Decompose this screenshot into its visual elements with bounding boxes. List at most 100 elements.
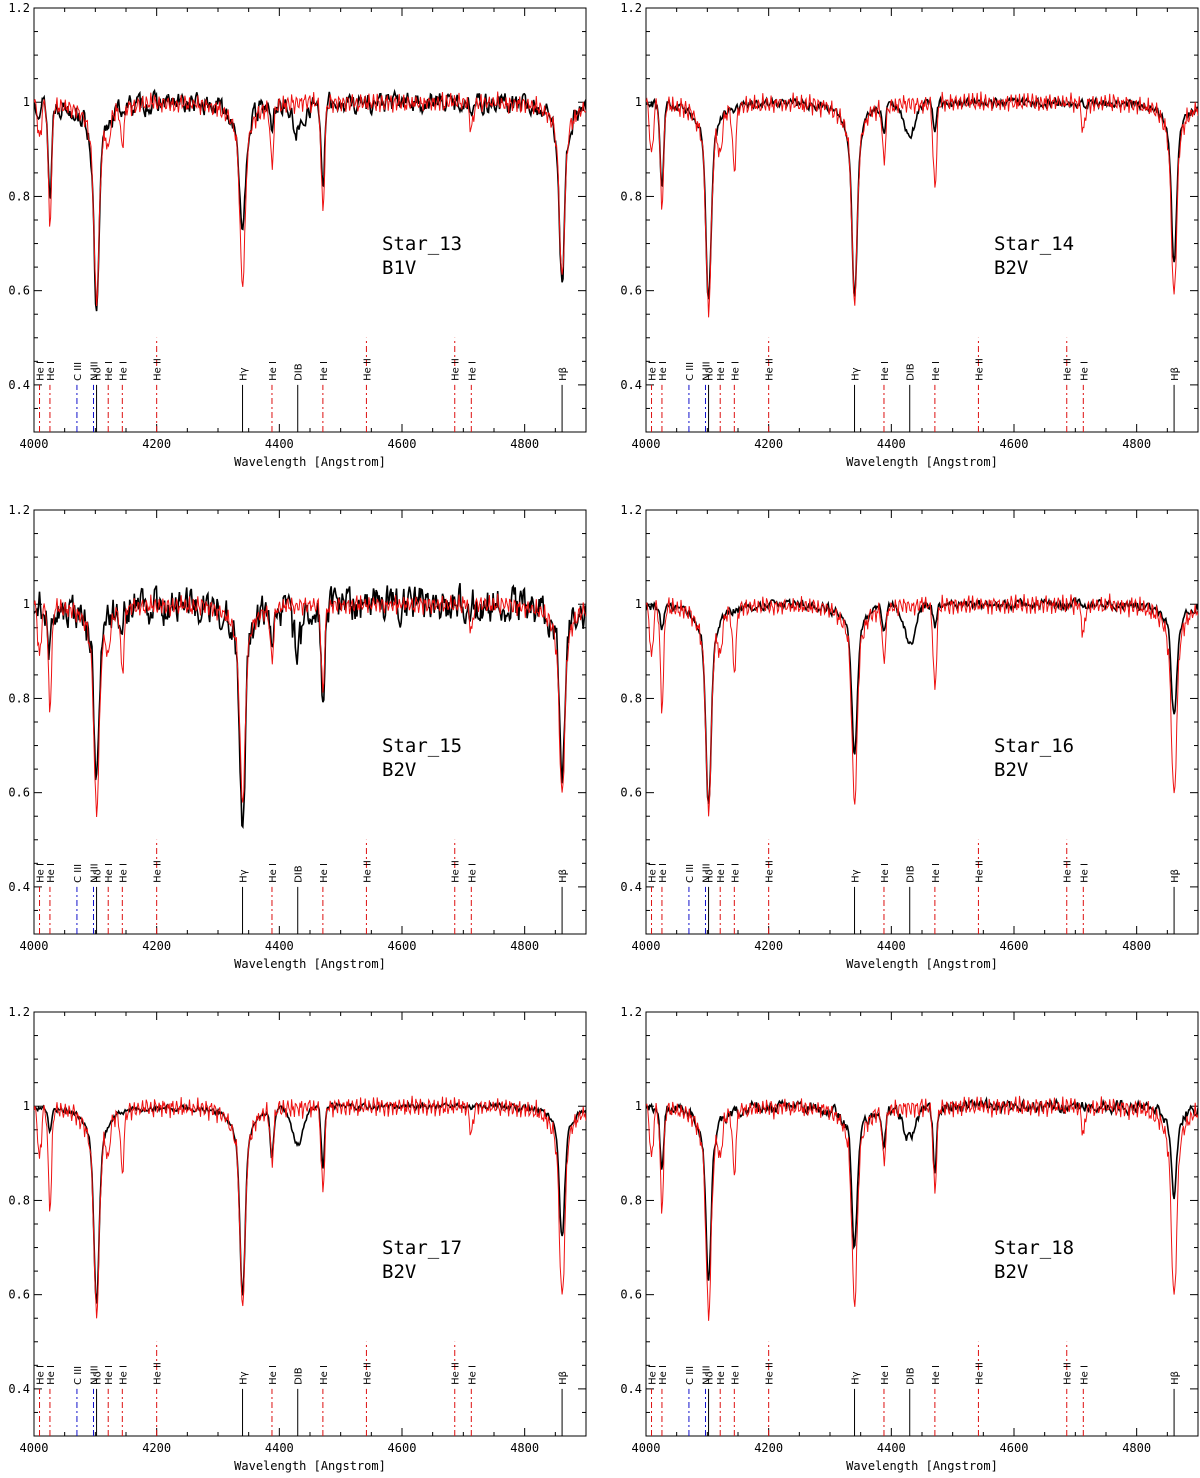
line-label: Hδ	[93, 869, 104, 883]
line-label: N III	[89, 361, 100, 381]
x-tick-label: 4200	[754, 939, 783, 953]
y-tick-label: 0.6	[8, 786, 30, 800]
y-tick-label: 1.2	[620, 1, 642, 15]
line-label: He I	[1079, 1365, 1090, 1385]
line-label: He I	[730, 1365, 741, 1385]
x-tick-label: 4000	[632, 437, 661, 451]
y-tick-label: 0.6	[8, 284, 30, 298]
x-tick-label: 4800	[510, 437, 539, 451]
plot-frame	[645, 1011, 1199, 1437]
line-label: Hβ	[558, 869, 569, 883]
line-label: C III	[73, 864, 84, 883]
y-tick-label: 1.2	[620, 503, 642, 517]
line-label: He I	[730, 863, 741, 883]
star-name: Star_17	[382, 1237, 462, 1259]
line-label: He I	[36, 1365, 47, 1385]
line-label: He II	[765, 358, 776, 381]
line-label: N III	[701, 1365, 712, 1385]
line-label: He I	[104, 863, 115, 883]
line-label: Hδ	[705, 869, 716, 883]
model-spectrum	[34, 1095, 586, 1319]
model-spectrum	[646, 593, 1198, 817]
line-label: Hδ	[93, 367, 104, 381]
x-tick-label: 4400	[265, 939, 294, 953]
spectrum-panel: 4000 4200 4400 4600 4800 0.4 0.6 0.8 1 1.2 Wavelen…	[620, 1005, 1199, 1473]
observed-spectrum	[34, 88, 586, 312]
spectral-type: B2V	[382, 759, 416, 781]
line-label: He I	[730, 361, 741, 381]
x-tick-label: 4600	[388, 1441, 417, 1455]
x-axis-label: Wavelength [Angstrom]	[234, 1459, 386, 1473]
line-label: He II	[974, 358, 985, 381]
line-label: Hγ	[239, 367, 250, 381]
line-label: He II	[451, 860, 462, 883]
line-label: DIB	[906, 363, 917, 381]
line-label: He I	[716, 361, 727, 381]
line-label: He I	[716, 1365, 727, 1385]
x-tick-label: 4800	[510, 1441, 539, 1455]
line-label: N III	[89, 1365, 100, 1385]
line-label: Hγ	[851, 367, 862, 381]
line-label: Hγ	[239, 869, 250, 883]
line-label: He I	[118, 361, 129, 381]
spectral-type: B2V	[994, 759, 1028, 781]
y-tick-label: 1.2	[620, 1005, 642, 1019]
line-label: Hδ	[93, 1371, 104, 1385]
y-tick-label: 0.6	[8, 1288, 30, 1302]
line-label: He I	[716, 863, 727, 883]
star-name: Star_14	[994, 233, 1074, 255]
spectral-type: B2V	[994, 257, 1028, 279]
line-label: He I	[931, 863, 942, 883]
line-label: He I	[319, 1365, 330, 1385]
x-tick-label: 4200	[142, 939, 171, 953]
line-label: C III	[685, 864, 696, 883]
y-tick-label: 0.6	[620, 284, 642, 298]
line-label: He II	[974, 1362, 985, 1385]
spectral-type: B1V	[382, 257, 416, 279]
line-label: He I	[319, 361, 330, 381]
x-axis-label: Wavelength [Angstrom]	[234, 957, 386, 971]
spectrum-panel: 4000 4200 4400 4600 4800 0.4 0.6 0.8 1 1.2 Wavelen…	[620, 503, 1199, 971]
line-label: He II	[1063, 860, 1074, 883]
line-label: Hδ	[705, 1371, 716, 1385]
line-label: He I	[268, 863, 279, 883]
x-tick-label: 4000	[632, 939, 661, 953]
plot-frame	[33, 7, 587, 433]
line-label: He II	[362, 1362, 373, 1385]
x-axis-label: Wavelength [Angstrom]	[846, 1459, 998, 1473]
x-tick-label: 4000	[632, 1441, 661, 1455]
x-tick-label: 4200	[754, 437, 783, 451]
plot-frame	[33, 509, 587, 935]
line-label: Hγ	[851, 1371, 862, 1385]
line-label: He II	[451, 358, 462, 381]
x-axis-label: Wavelength [Angstrom]	[234, 455, 386, 469]
line-label: C III	[73, 1366, 84, 1385]
line-label: Hγ	[239, 1371, 250, 1385]
line-label: He II	[765, 860, 776, 883]
y-tick-label: 0.6	[620, 1288, 642, 1302]
star-name: Star_16	[994, 735, 1074, 757]
x-tick-label: 4800	[1122, 939, 1151, 953]
x-tick-label: 4400	[877, 1441, 906, 1455]
line-label: DIB	[294, 865, 305, 883]
line-label: He I	[467, 361, 478, 381]
line-label: He I	[268, 361, 279, 381]
y-tick-label: 1	[635, 95, 642, 109]
line-label: He I	[46, 1365, 57, 1385]
x-tick-label: 4000	[20, 939, 49, 953]
y-tick-label: 1	[23, 597, 30, 611]
line-label: Hγ	[851, 869, 862, 883]
line-label: He II	[153, 358, 164, 381]
x-tick-label: 4800	[1122, 1441, 1151, 1455]
line-label: He I	[658, 361, 669, 381]
star-name: Star_13	[382, 233, 462, 255]
plot-frame	[645, 509, 1199, 935]
line-label: He II	[362, 860, 373, 883]
spectrum-panel: 4000 4200 4400 4600 4800 0.4 0.6 0.8 1 1.2 Wavelen…	[8, 1, 587, 469]
line-label: He I	[118, 863, 129, 883]
line-label: Hβ	[558, 1371, 569, 1385]
y-tick-label: 0.4	[8, 880, 30, 894]
y-tick-label: 0.8	[8, 1193, 30, 1207]
line-label: Hβ	[1170, 367, 1181, 381]
spectral-type: B2V	[994, 1261, 1028, 1283]
